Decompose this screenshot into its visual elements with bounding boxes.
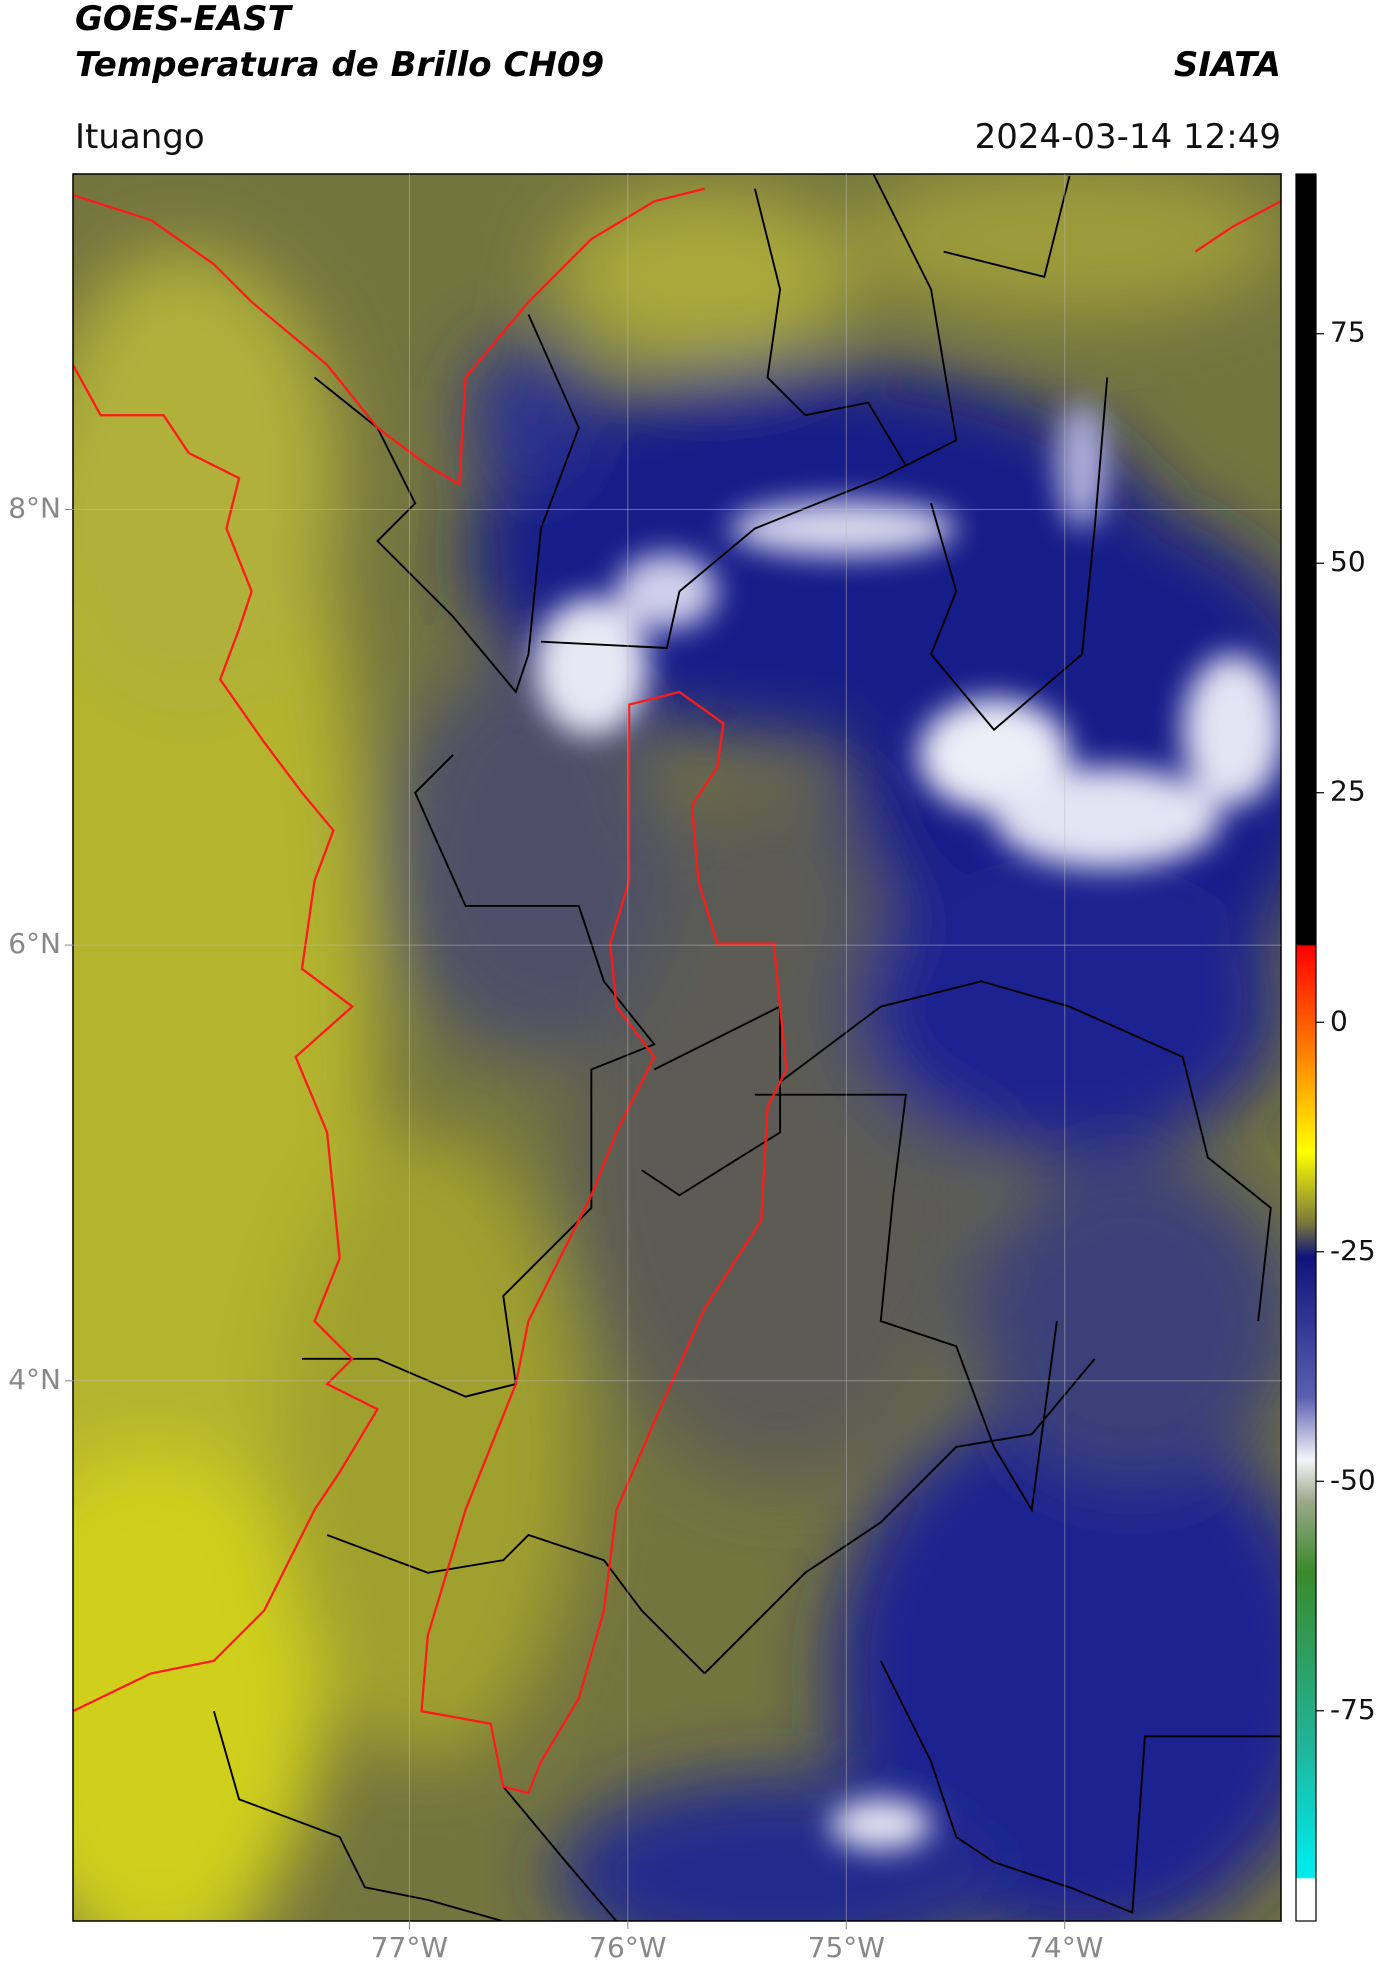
timestamp: 2024-03-14 12:49 [975,117,1281,157]
title: GOES-EAST [75,0,294,39]
map-imagery [72,173,1281,1922]
x-tick-label: 75°W [808,1931,885,1964]
colorbar-tick-label: -25 [1330,1234,1376,1267]
location: Ituango [75,117,205,157]
colorbar-tick-label: 25 [1330,775,1366,808]
colorbar-tick-label: -50 [1330,1463,1376,1496]
map-frame [72,173,1282,1922]
x-tick-label: 77°W [371,1931,448,1964]
colorbar-tick-label: 75 [1330,316,1366,349]
x-tick-label: 74°W [1026,1931,1103,1964]
colorbar-tick-label: -75 [1330,1693,1376,1726]
x-tick-label: 76°W [589,1931,666,1964]
y-tick-label: 6°N [8,927,61,960]
colorbar [1295,173,1317,1922]
colorbar-tick-label: 50 [1330,545,1366,578]
y-tick-label: 4°N [8,1363,61,1396]
source: SIATA [1174,45,1281,85]
subtitle: Temperatura de Brillo CH09 [75,45,604,85]
y-tick-label: 8°N [8,491,61,524]
colorbar-tick-label: 0 [1330,1004,1348,1037]
